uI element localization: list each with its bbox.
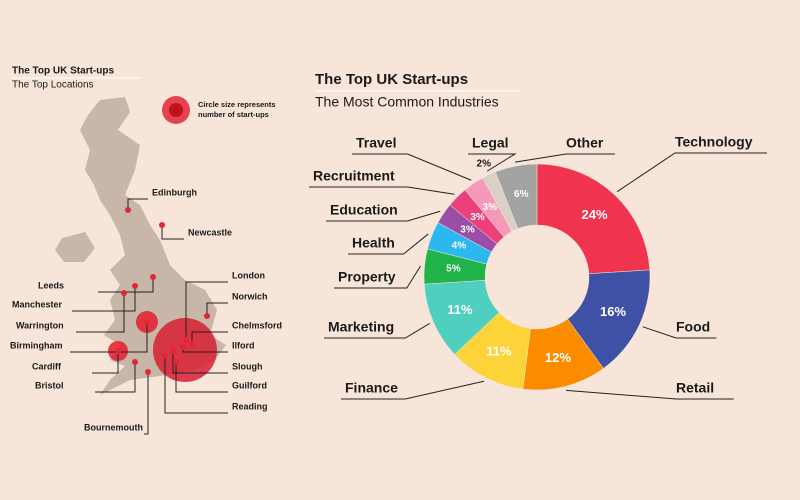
donut-slice — [495, 163, 538, 229]
city-dot — [173, 359, 179, 365]
leader-line — [341, 380, 484, 400]
leader-line — [161, 225, 184, 240]
leader-line — [348, 233, 429, 255]
city-label: Guilford — [232, 380, 267, 390]
leader-line — [468, 153, 517, 172]
value-label: 3% — [470, 212, 485, 223]
value-label: 11% — [486, 343, 512, 358]
city-label: Ilford — [232, 340, 255, 350]
value-label: 11% — [447, 302, 473, 317]
leader-line — [566, 389, 734, 400]
city-label: Manchester — [12, 299, 63, 309]
city-bubble — [153, 318, 217, 382]
city-dot — [180, 344, 186, 350]
city-label: London — [232, 270, 265, 280]
value-label: 4% — [452, 241, 467, 252]
city-dot — [144, 319, 150, 325]
category-label: Technology — [675, 134, 753, 150]
map-subtitle: The Top Locations — [12, 80, 94, 91]
leader-line — [175, 362, 228, 393]
city-dot — [183, 337, 189, 343]
value-label: 5% — [446, 264, 461, 275]
city-dot — [145, 369, 151, 375]
category-label: Legal — [472, 135, 509, 151]
city-dot — [170, 348, 176, 354]
chart-title: The Top UK Start-ups — [315, 71, 468, 88]
city-label: Cardiff — [32, 361, 62, 371]
legend-note: number of start-ups — [198, 110, 269, 119]
leader-line — [76, 293, 125, 333]
leader-line — [309, 186, 455, 195]
leader-line — [70, 322, 148, 353]
leader-line — [642, 326, 717, 339]
city-label: Bournemouth — [84, 422, 143, 432]
city-label: Norwich — [232, 291, 268, 301]
leader-line — [514, 153, 615, 163]
city-dot — [132, 359, 138, 365]
leader-line — [127, 198, 148, 210]
leader-line — [352, 153, 472, 181]
category-label: Food — [676, 319, 710, 335]
value-label: 16% — [600, 304, 626, 319]
value-label: 3% — [460, 224, 475, 235]
leader-line — [95, 362, 136, 393]
city-dot — [125, 207, 131, 213]
map-panel: The Top UK Start-ups The Top Locations C… — [12, 66, 276, 395]
city-dot — [159, 222, 165, 228]
city-label: Warrington — [16, 320, 64, 330]
category-label: Finance — [345, 380, 398, 396]
category-label: Other — [566, 135, 604, 151]
map-title: The Top UK Start-ups — [12, 66, 114, 77]
city-label: Chelmsford — [232, 320, 282, 330]
city-dot — [132, 283, 138, 289]
leader-line — [324, 323, 430, 339]
leader-line — [326, 210, 441, 222]
leader-line — [334, 265, 421, 289]
leader-line — [191, 331, 228, 344]
value-label: 2% — [477, 159, 492, 170]
value-label: 6% — [514, 189, 529, 200]
city-label: Birmingham — [10, 340, 63, 350]
leader-line — [206, 302, 228, 316]
city-dot — [115, 348, 121, 354]
leader-line — [185, 281, 228, 340]
leader-line — [72, 286, 136, 312]
category-label: Property — [338, 269, 396, 285]
legend-bubble-core — [169, 103, 183, 117]
northern-ireland — [55, 232, 95, 262]
city-label: Bristol — [35, 380, 64, 390]
category-label: Health — [352, 235, 395, 251]
city-dot — [150, 274, 156, 280]
leader-line — [616, 152, 767, 193]
leader-line — [172, 351, 228, 374]
city-label: Edinburgh — [152, 187, 197, 197]
category-label: Travel — [356, 135, 396, 151]
city-dot — [204, 313, 210, 319]
leader-line — [164, 356, 228, 414]
leader-line — [92, 351, 119, 374]
value-label: 12% — [545, 350, 571, 365]
city-dot — [121, 290, 127, 296]
city-label: Newcastle — [188, 227, 232, 237]
leader-line — [98, 277, 154, 293]
category-label: Recruitment — [313, 168, 395, 184]
leader-line — [144, 372, 149, 435]
value-label: 24% — [581, 207, 607, 222]
chart-subtitle: The Most Common Industries — [315, 94, 499, 110]
category-label: Education — [330, 202, 398, 218]
legend-note: Circle size represents — [198, 100, 276, 109]
city-dot — [189, 341, 195, 347]
city-dot — [162, 353, 168, 359]
city-label: Leeds — [38, 280, 64, 290]
donut-slice — [536, 163, 651, 275]
city-label: Reading — [232, 401, 268, 411]
category-label: Retail — [676, 380, 714, 396]
value-label: 3% — [483, 202, 498, 213]
city-label: Slough — [232, 361, 263, 371]
category-label: Marketing — [328, 319, 394, 335]
